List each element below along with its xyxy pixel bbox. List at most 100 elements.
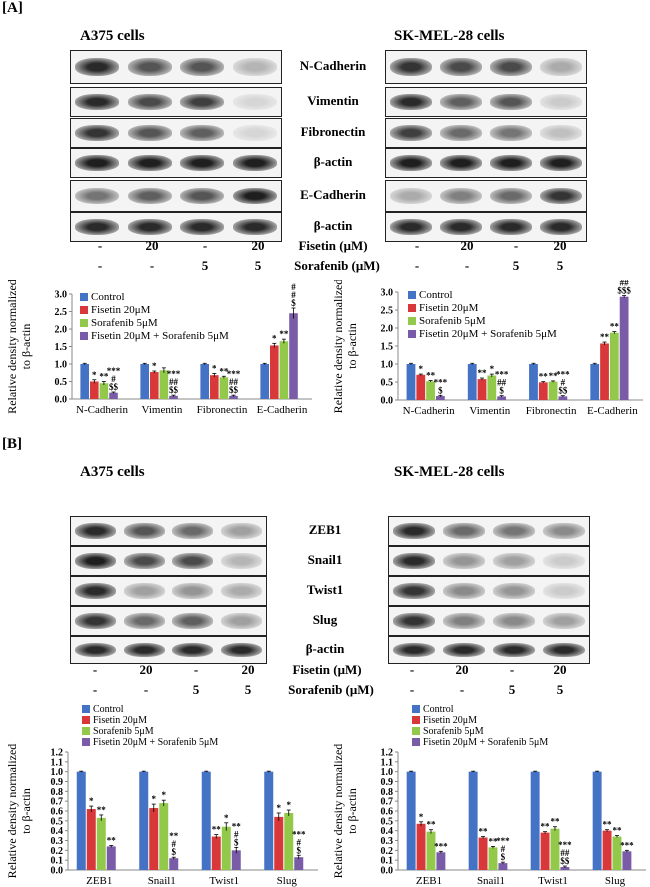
fisetin-dose-right: - (414, 238, 420, 253)
blot-band (180, 58, 225, 76)
x-tick-label: N-Cadherin (403, 405, 455, 417)
bar (274, 816, 284, 870)
blot-band (232, 94, 277, 110)
sorafenib-dose-left: - (97, 258, 103, 273)
x-tick-label: Slug (277, 875, 298, 887)
blot-a-left-5 (70, 212, 282, 242)
blot-band (127, 155, 172, 171)
blot-band (127, 58, 172, 76)
blot-band (75, 219, 120, 235)
blot-band (490, 155, 532, 171)
blot-band (543, 583, 585, 599)
blot-band (75, 155, 120, 171)
blot-band (180, 125, 225, 141)
significance-mark: ## (620, 280, 630, 288)
blot-band (443, 613, 485, 629)
bar (140, 364, 149, 399)
y-tick-label: 0.5 (55, 377, 68, 388)
bar (229, 395, 238, 399)
blot-b-right-1 (388, 546, 590, 576)
significance-mark: ** (479, 827, 489, 837)
fisetin-label: Fisetin (μM) (298, 238, 368, 253)
blot-a-left-1 (70, 87, 282, 117)
bar (150, 372, 159, 399)
blot-band (540, 58, 582, 76)
blot-band (490, 58, 532, 76)
legend-swatch (412, 716, 420, 724)
significance-mark: ## (497, 378, 507, 388)
bar (76, 771, 86, 870)
blot-a-right-3 (385, 148, 587, 178)
y-axis-label-line: Relative density normalized (5, 744, 19, 879)
significance-mark: $ (234, 837, 239, 847)
x-tick-label: Snail1 (477, 875, 505, 887)
sorafenib-dose-left: 5 (254, 258, 262, 273)
y-tick-label: 0.0 (51, 866, 64, 877)
y-axis-label-line: to β-actin (19, 788, 33, 834)
y-tick-label: 0.7 (381, 797, 394, 808)
legend-swatch (80, 332, 88, 340)
significance-mark: ** (232, 821, 242, 831)
significance-mark: $ (438, 385, 443, 395)
y-tick-label: 0.7 (51, 797, 64, 808)
blot-b-left-2 (70, 576, 267, 606)
blot-band (180, 94, 225, 110)
bar (289, 313, 298, 399)
fisetin-dose-right: 20 (455, 662, 469, 677)
legend-swatch (82, 738, 90, 746)
y-axis-label-line: to β-actin (19, 324, 33, 370)
y-axis-label: Relative density normalizedto β-actin (5, 280, 33, 414)
fisetin-dose-left: 20 (139, 662, 153, 677)
y-tick-label: 1.5 (55, 342, 68, 353)
legend-label: Fisetin 20μM + Sorafenib 5μM (423, 737, 548, 748)
bar (548, 381, 558, 400)
significance-mark: ** (219, 366, 229, 376)
y-tick-label: 0.3 (381, 836, 394, 847)
y-tick-label: 0.4 (51, 826, 64, 837)
bar (602, 830, 612, 870)
blot-a-left-2 (70, 118, 282, 148)
blot-band (440, 58, 482, 76)
significance-mark: * (152, 794, 157, 804)
blot-a-right-0 (385, 50, 587, 84)
blot-band (127, 94, 172, 110)
significance-mark: ** (426, 820, 436, 830)
y-axis-label-line: to β-actin (345, 788, 359, 834)
blot-band (221, 553, 263, 569)
y-tick-label: 0.0 (55, 395, 68, 406)
significance-mark: * (419, 364, 424, 374)
blot-band (390, 58, 432, 76)
significance-mark: ** (97, 805, 107, 815)
sorafenib-dose-right: - (459, 682, 465, 697)
fisetin-dose-right: - (509, 662, 515, 677)
protein-label: Fibronectin (300, 124, 366, 139)
y-tick-label: 1.0 (55, 360, 68, 371)
blot-b-right-0 (388, 516, 590, 546)
significance-mark: *** (167, 369, 181, 379)
blot-band (543, 553, 585, 569)
significance-mark: ** (426, 371, 436, 381)
protein-label: β-actin (305, 641, 345, 656)
x-tick-label: E-Cadherin (257, 404, 308, 416)
legend-swatch (80, 319, 88, 327)
bar (426, 381, 435, 400)
blot-band (221, 613, 263, 629)
blot-band (232, 125, 277, 141)
bar (622, 851, 632, 870)
significance-mark: * (212, 363, 217, 373)
x-tick-label: Vimentin (469, 405, 510, 417)
blot-band (123, 583, 165, 599)
sorafenib-dose-left: - (143, 682, 149, 697)
significance-mark: * (287, 800, 292, 810)
bar (550, 828, 560, 870)
bar (99, 383, 109, 399)
protein-label: Slug (312, 612, 338, 627)
blot-band (493, 613, 535, 629)
bar (406, 771, 416, 870)
sorafenib-dose-left: - (92, 682, 98, 697)
blot-band (543, 642, 585, 658)
y-axis-label: Relative density normalizedto β-actin (5, 744, 33, 879)
legend-label: Fisetin 20μM + Sorafenib 5μM (91, 330, 229, 342)
blot-band (123, 553, 165, 569)
blot-band (123, 642, 165, 658)
